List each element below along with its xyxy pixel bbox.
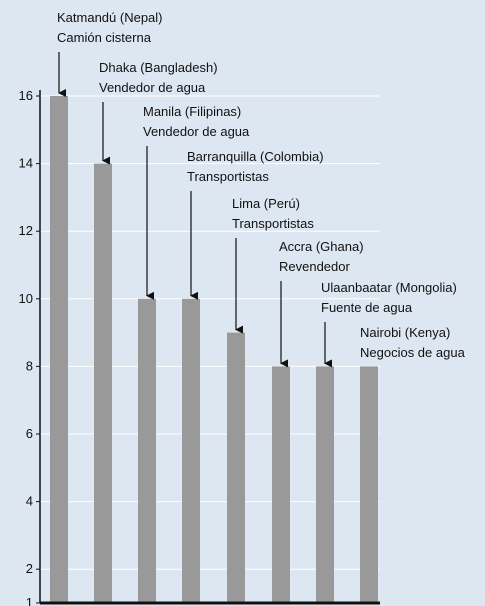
bar-label: Katmandú (Nepal) bbox=[57, 10, 163, 25]
y-tick-label: 4 bbox=[26, 494, 33, 509]
bar-label: Nairobi (Kenya) bbox=[360, 325, 450, 340]
y-tick-label: 2 bbox=[26, 561, 33, 576]
bar-label: Accra (Ghana) bbox=[279, 239, 364, 254]
bar bbox=[272, 366, 290, 603]
bar bbox=[360, 366, 378, 603]
y-tick-label: 10 bbox=[19, 291, 33, 306]
y-tick-label: 16 bbox=[19, 88, 33, 103]
y-tick-label: 12 bbox=[19, 223, 33, 238]
y-tick-label: 14 bbox=[19, 156, 33, 171]
bar bbox=[94, 163, 112, 603]
bar-sublabel: Fuente de agua bbox=[321, 300, 413, 315]
bar-label: Dhaka (Bangladesh) bbox=[99, 60, 218, 75]
bar-sublabel: Negocios de agua bbox=[360, 345, 466, 360]
y-tick-label: 8 bbox=[26, 358, 33, 373]
bar-label: Barranquilla (Colombia) bbox=[187, 149, 324, 164]
y-tick-label: 6 bbox=[26, 426, 33, 441]
bar-sublabel: Vendedor de agua bbox=[143, 124, 250, 139]
bar bbox=[182, 298, 200, 603]
bar-sublabel: Camión cisterna bbox=[57, 30, 152, 45]
bar-label: Ulaanbaatar (Mongolia) bbox=[321, 280, 457, 295]
y-tick-label: 1 bbox=[26, 595, 33, 606]
bar-sublabel: Transportistas bbox=[232, 216, 314, 231]
bar-sublabel: Vendedor de agua bbox=[99, 80, 206, 95]
bar bbox=[316, 366, 334, 603]
bar-label: Lima (Perú) bbox=[232, 196, 300, 211]
bar bbox=[227, 332, 245, 603]
bar bbox=[138, 298, 156, 603]
bar-label: Manila (Filipinas) bbox=[143, 104, 241, 119]
bar bbox=[50, 96, 68, 603]
bar-sublabel: Transportistas bbox=[187, 169, 269, 184]
bar-sublabel: Revendedor bbox=[279, 259, 350, 274]
